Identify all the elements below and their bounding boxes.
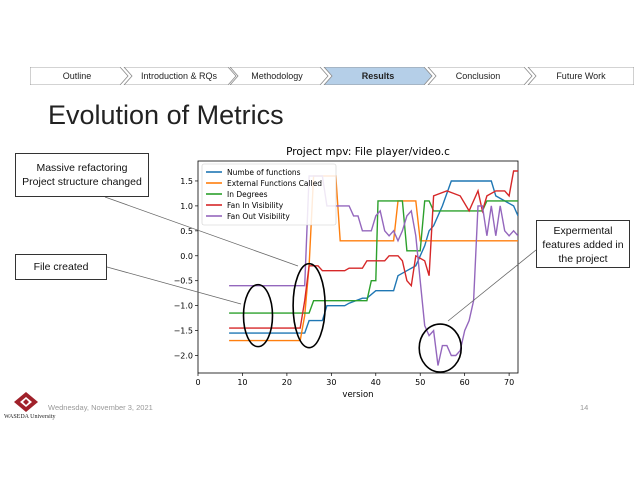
nav-chevron-4 — [427, 67, 533, 85]
x-tick-label: 20 — [282, 378, 292, 387]
y-tick-label: 1.0 — [180, 202, 193, 211]
nav-item-introduction[interactable]: Introduction & RQs — [140, 71, 218, 81]
series-line-0 — [229, 180, 518, 334]
annotation-ellipse-0 — [242, 283, 274, 348]
footer-date: Wednesday, November 3, 2021 — [48, 403, 153, 412]
university-logo-icon — [14, 392, 38, 412]
legend-label-3: Fan In Visibility — [227, 201, 284, 210]
x-tick-label: 10 — [237, 378, 247, 387]
nav-item-conclusion[interactable]: Conclusion — [455, 71, 501, 81]
legend-label-1: External Functions Called — [227, 179, 322, 188]
university-logo-text: WASEDA University — [4, 414, 56, 420]
x-tick-label: 70 — [504, 378, 514, 387]
callout-line-created — [106, 266, 242, 305]
legend-label-0: Numbe of functions — [227, 168, 301, 177]
section-nav-bar: Outline Introduction & RQs Methodology R… — [30, 67, 634, 85]
x-tick-label: 30 — [326, 378, 336, 387]
nav-item-outline[interactable]: Outline — [62, 71, 92, 81]
annotation-ellipse-2 — [418, 323, 463, 373]
y-tick-label: −1.0 — [174, 302, 193, 311]
nav-item-results[interactable]: Results — [361, 71, 395, 81]
x-tick-label: 40 — [371, 378, 381, 387]
series-line-4 — [229, 175, 518, 366]
x-tick-label: 0 — [195, 378, 200, 387]
x-tick-label: 50 — [415, 378, 425, 387]
nav-chevron-1 — [123, 67, 237, 85]
callout-massive-refactoring: Massive refactoring Project structure ch… — [15, 153, 149, 197]
callout-experimental-features: Expermental features added in the projec… — [536, 220, 630, 268]
annotation-ellipse-1 — [292, 262, 326, 349]
y-tick-label: −2.0 — [174, 352, 193, 361]
y-tick-label: 0.0 — [180, 252, 193, 261]
callout-line-experimental — [447, 249, 537, 322]
y-tick-label: 0.5 — [180, 227, 193, 236]
x-tick-label: 60 — [460, 378, 470, 387]
callout-file-created: File created — [15, 254, 107, 280]
nav-chevrons — [30, 67, 634, 85]
y-tick-label: −0.5 — [174, 277, 193, 286]
series-line-3 — [229, 170, 518, 329]
callout-line-refactoring — [104, 196, 299, 267]
x-axis-label: version — [342, 390, 373, 400]
nav-chevron-0 — [30, 67, 129, 85]
legend-label-2: In Degrees — [227, 190, 268, 199]
y-tick-label: −1.5 — [174, 327, 193, 336]
nav-chevron-2 — [229, 67, 329, 85]
nav-item-methodology[interactable]: Methodology — [251, 71, 303, 81]
nav-item-future-work[interactable]: Future Work — [556, 71, 606, 81]
chart-title: Project mpv: File player/video.c — [286, 146, 450, 158]
series-line-2 — [229, 200, 518, 314]
page-number: 14 — [580, 403, 589, 412]
slide-title: Evolution of Metrics — [48, 100, 284, 130]
y-tick-label: 1.5 — [180, 177, 193, 186]
nav-chevron-3 — [323, 67, 433, 85]
nav-chevron-5 — [527, 67, 634, 85]
legend-box — [201, 163, 337, 226]
legend-label-4: Fan Out Visibility — [227, 212, 290, 221]
